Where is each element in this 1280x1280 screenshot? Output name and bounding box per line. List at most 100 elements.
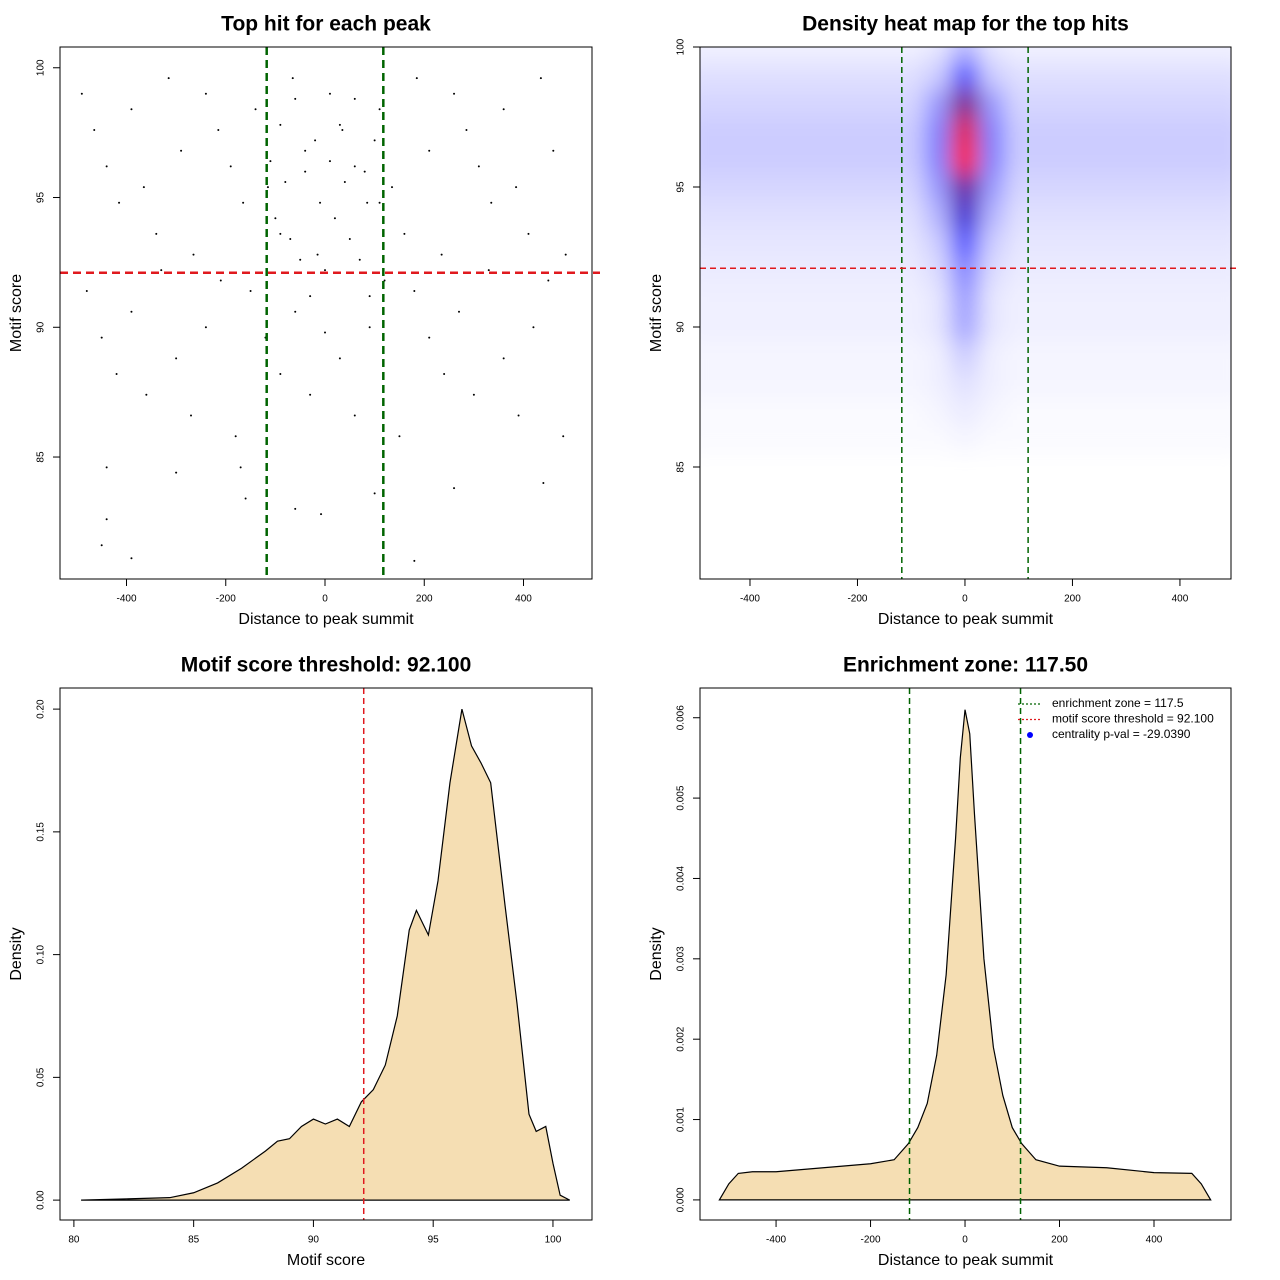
heat-cell xyxy=(951,173,979,202)
heat-cell xyxy=(1139,397,1168,426)
y-tick-label: 100 xyxy=(676,38,687,55)
heat-cell xyxy=(790,285,818,314)
heat-cell xyxy=(844,89,872,118)
point xyxy=(413,289,416,292)
heat-cell xyxy=(736,47,764,62)
y-tick-label: 0.00 xyxy=(36,1190,47,1210)
heat-cell xyxy=(897,341,926,370)
heat-cell xyxy=(924,341,953,370)
heat-cell xyxy=(709,257,738,286)
heat-cell xyxy=(1059,397,1087,426)
point xyxy=(532,326,535,329)
point xyxy=(465,129,468,132)
heat-cell xyxy=(790,425,818,454)
point xyxy=(428,336,431,339)
plot-frame xyxy=(59,687,593,1221)
heat-cell xyxy=(1166,341,1194,370)
heat-cell xyxy=(736,425,764,454)
point xyxy=(453,487,456,490)
x-tick-label: -400 xyxy=(116,594,136,605)
heat-cell xyxy=(978,229,1006,258)
heat-cell xyxy=(1059,313,1087,342)
x-tick-label: -200 xyxy=(847,594,867,605)
heat-cell xyxy=(817,117,845,146)
heat-cell xyxy=(763,313,791,342)
heat-cell xyxy=(1005,229,1033,258)
heat-cell xyxy=(870,369,899,398)
heat-cell xyxy=(1139,341,1168,370)
heat-cell xyxy=(1220,397,1231,426)
heat-cell xyxy=(924,313,953,342)
heat-cell xyxy=(1166,425,1194,454)
heat-cell xyxy=(1220,229,1231,258)
heat-cell xyxy=(924,229,953,258)
point xyxy=(338,123,341,126)
heat-cell xyxy=(844,285,872,314)
heat-cell xyxy=(1139,313,1168,342)
heat-cell xyxy=(978,117,1006,146)
heat-cell xyxy=(1193,89,1221,118)
heat-cell xyxy=(924,47,953,62)
heat-cell xyxy=(978,257,1006,286)
point xyxy=(304,170,307,173)
heat-cell xyxy=(817,229,845,258)
heat-cell xyxy=(763,257,791,286)
point xyxy=(85,289,88,292)
point xyxy=(204,92,207,95)
heat-cell xyxy=(844,117,872,146)
y-tick-label: 85 xyxy=(36,451,47,463)
plot-frame xyxy=(699,687,1232,1221)
point xyxy=(155,232,158,235)
heat-cell xyxy=(1032,117,1060,146)
y-axis-label: Motif score xyxy=(8,274,25,352)
heat-cell xyxy=(1193,145,1221,174)
heat-cell xyxy=(817,89,845,118)
x-tick-label: 400 xyxy=(1146,1235,1163,1246)
point xyxy=(239,466,242,469)
heat-cell xyxy=(1059,229,1087,258)
heat-cell xyxy=(817,201,845,230)
heat-cell xyxy=(844,257,872,286)
heat-cell xyxy=(951,145,979,174)
heat-cell xyxy=(951,257,979,286)
y-tick-label: 0.003 xyxy=(676,946,687,971)
heat-cell xyxy=(1166,397,1194,426)
x-tick-label: 0 xyxy=(322,594,328,605)
point xyxy=(242,201,245,204)
point xyxy=(219,279,222,282)
heat-cell xyxy=(736,117,764,146)
heat-cell xyxy=(736,173,764,202)
heat-cell xyxy=(951,285,979,314)
point xyxy=(353,97,356,100)
heat-cell xyxy=(709,89,738,118)
heat-cell xyxy=(870,145,899,174)
heat-cell xyxy=(924,117,953,146)
point xyxy=(118,201,121,204)
heat-cell xyxy=(709,341,738,370)
heat-cell xyxy=(736,89,764,118)
heat-cell xyxy=(1032,145,1060,174)
point xyxy=(562,435,565,438)
heat-cell xyxy=(1059,425,1087,454)
heat-cell xyxy=(1085,145,1114,174)
heat-cell xyxy=(978,341,1006,370)
point xyxy=(142,186,145,189)
heat-cell xyxy=(736,313,764,342)
heat-cell xyxy=(763,201,791,230)
point xyxy=(279,232,282,235)
heat-cell xyxy=(924,397,953,426)
heat-cell xyxy=(870,285,899,314)
x-tick-label: 95 xyxy=(428,1235,440,1246)
heatmap xyxy=(700,47,1231,454)
heat-cell xyxy=(1112,173,1141,202)
y-tick-label: 0.10 xyxy=(36,944,47,964)
heat-cell xyxy=(1032,257,1060,286)
point xyxy=(180,149,183,152)
heat-cell xyxy=(1193,397,1221,426)
heat-cell xyxy=(1059,257,1087,286)
heat-cell xyxy=(1220,313,1231,342)
heat-cell xyxy=(978,369,1006,398)
y-axis-label: Density xyxy=(648,927,665,980)
point xyxy=(353,165,356,168)
